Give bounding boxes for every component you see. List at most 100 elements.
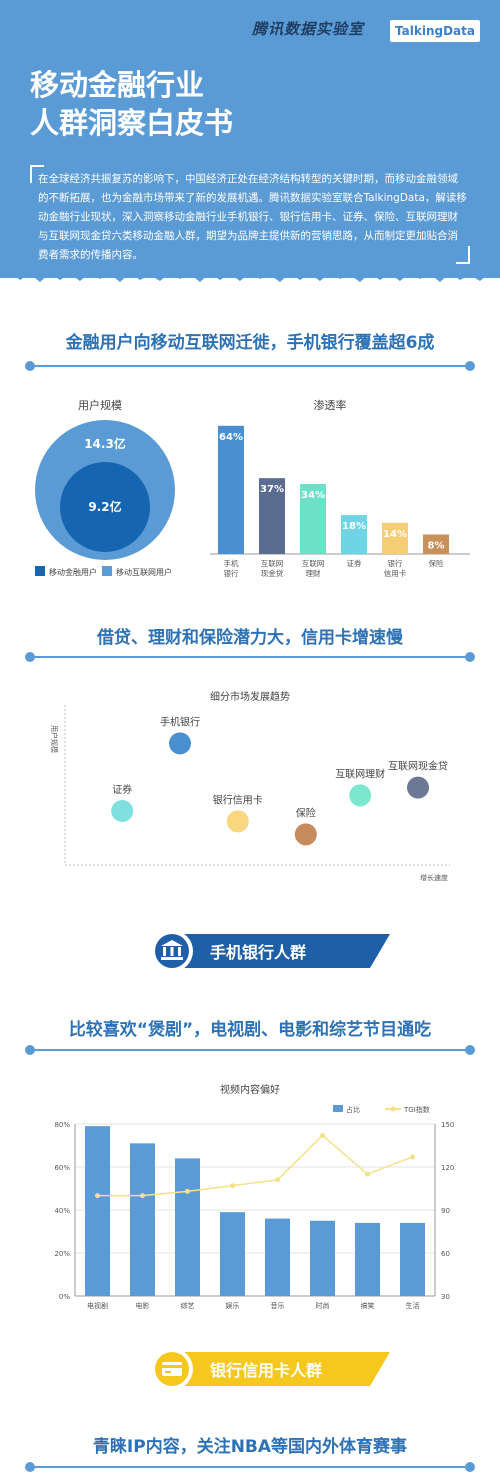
x-tick-label: 电影 — [136, 1301, 150, 1310]
penetration-category-label: 信用卡 — [384, 568, 407, 578]
hero-header: 腾讯数据实验室 TalkingData 移动金融行业 人群洞察白皮书 在全球经济… — [0, 0, 500, 278]
section2-title: 借贷、理财和保险潜力大，信用卡增速慢 — [97, 628, 403, 648]
scatter-point — [407, 776, 429, 799]
penetration-bar — [218, 425, 244, 554]
tgi-point — [140, 1193, 145, 1199]
user-scale-chart: 14.3亿 9.2亿 移动金融用户 移动互联网用户 — [35, 420, 175, 577]
penetration-category-label: 理财 — [306, 568, 321, 578]
banner-mobile-banking: 手机银行人群 — [151, 930, 390, 972]
section4-title: 青睐IP内容，关注NBA等国内外体育赛事 — [92, 1437, 408, 1457]
penetration-category-label: 银行 — [388, 558, 403, 568]
y2-tick-label: 60 — [441, 1250, 450, 1258]
share-bar — [310, 1220, 335, 1296]
scatter-point-label: 证券 — [112, 783, 132, 796]
legend-swatch-mobile-internet — [102, 566, 112, 576]
inner-circle-mobile-finance — [60, 462, 150, 552]
scatter-point-label: 银行信用卡 — [213, 793, 263, 806]
scatter-point — [294, 823, 317, 846]
legend-marker-tgi — [390, 1106, 396, 1112]
penetration-bar-label: 34% — [301, 490, 325, 501]
share-bar — [355, 1222, 380, 1296]
chart1-title: 用户规模 — [78, 399, 122, 412]
scatter-point-label: 保险 — [296, 806, 316, 819]
y-tick-label: 60% — [54, 1164, 70, 1172]
section3-title: 比较喜欢“煲剧”，电视剧、电影和综艺节目通吃 — [68, 1020, 432, 1040]
penetration-category-label: 现金贷 — [261, 568, 284, 578]
scatter-point — [226, 810, 249, 833]
scatter-point-label: 互联网理财 — [335, 767, 385, 780]
chart3-title: 细分市场发展趋势 — [210, 692, 290, 703]
penetration-bar — [423, 534, 449, 554]
tgi-point — [320, 1132, 325, 1138]
y2-tick-label: 150 — [441, 1121, 454, 1129]
x-tick-label: 搞笑 — [361, 1301, 375, 1310]
legend-label-share: 占比 — [346, 1105, 360, 1114]
x-tick-label: 时尚 — [316, 1301, 330, 1310]
video-preference-chart: 占比 TGI指数 0% 20% 40% 60% 80% 30 60 90 120 150 电视剧 电影 综艺… — [54, 1105, 454, 1310]
penetration-bar-label: 18% — [342, 521, 366, 532]
brand-name: 腾讯数据实验室 — [252, 20, 365, 38]
share-bar — [400, 1222, 425, 1296]
section2-divider — [25, 652, 475, 662]
section4-divider — [25, 1462, 475, 1472]
bracket-bottom-right — [456, 246, 470, 264]
penetration-category-label: 互联网 — [261, 559, 284, 568]
penetration-category-label: 银行 — [224, 568, 239, 578]
page-title: 移动金融行业 人群洞察白皮书 — [30, 66, 233, 142]
y2-tick-label: 90 — [441, 1207, 450, 1215]
section3-divider — [25, 1045, 475, 1055]
share-bar — [265, 1218, 290, 1296]
y-tick-label: 0% — [59, 1293, 70, 1301]
penetration-bar-label: 37% — [260, 484, 284, 495]
tgi-line — [97, 1134, 413, 1197]
bracket-top-left — [30, 165, 44, 183]
penetration-category-label: 手机 — [224, 558, 239, 568]
hero-zigzag-edge — [0, 270, 500, 282]
scatter-point — [349, 784, 372, 807]
scatter-point-label: 手机银行 — [160, 715, 200, 728]
x-tick-label: 音乐 — [271, 1301, 285, 1310]
inner-circle-label: 9.2亿 — [88, 499, 121, 514]
legend-label-mobile-finance: 移动金融用户 — [49, 567, 97, 577]
chart4-title: 视频内容偏好 — [220, 1085, 280, 1096]
section1-title: 金融用户向移动互联网迁徙，手机银行覆盖超6成 — [65, 333, 435, 353]
talkingdata-logo: TalkingData — [390, 20, 480, 42]
penetration-category-label: 保险 — [429, 558, 444, 568]
banner-credit-card-label: 银行信用卡人群 — [210, 1361, 322, 1380]
scatter-x-label: 增长速度 — [420, 873, 448, 882]
scatter-point — [169, 732, 191, 755]
penetration-category-label: 互联网 — [302, 559, 325, 568]
x-tick-label: 电视剧 — [87, 1301, 108, 1310]
tgi-point — [410, 1154, 415, 1160]
chart2-title: 渗透率 — [313, 399, 347, 412]
bank-icon — [161, 940, 183, 960]
penetration-bar-label: 8% — [428, 540, 445, 551]
share-bar — [175, 1158, 200, 1296]
tgi-point — [230, 1183, 235, 1189]
tgi-point — [365, 1171, 370, 1177]
y-tick-label: 80% — [54, 1121, 70, 1129]
penetration-bar-label: 64% — [219, 432, 243, 443]
penetration-bar — [382, 522, 408, 554]
banner-credit-card: 银行信用卡人群 — [151, 1348, 390, 1390]
legend-swatch-mobile-finance — [35, 566, 45, 576]
scatter-y-label: 用户规模 — [50, 725, 59, 753]
y-tick-label: 40% — [54, 1207, 70, 1215]
penetration-bar-label: 14% — [383, 529, 407, 540]
title-line-2: 人群洞察白皮书 — [30, 106, 234, 140]
share-bar — [130, 1143, 155, 1296]
penetration-category-label: 证券 — [347, 558, 362, 568]
y2-tick-label: 120 — [441, 1164, 454, 1172]
scatter-point-label: 互联网现金贷 — [388, 760, 448, 773]
credit-card-icon — [162, 1362, 182, 1376]
legend-label-tgi: TGI指数 — [403, 1105, 430, 1114]
tgi-point — [95, 1193, 100, 1199]
x-tick-label: 综艺 — [181, 1301, 195, 1310]
penetration-bar — [300, 484, 326, 554]
penetration-bar — [259, 478, 285, 554]
tgi-point — [275, 1177, 280, 1183]
title-line-1: 移动金融行业 — [30, 68, 205, 102]
penetration-bar-chart: 64%手机银行37%互联网现金贷34%互联网理财18%证券14%银行信用卡8%保… — [210, 425, 470, 578]
intro-text: 在全球经济共振复苏的影响下，中国经济正处在经济结构转型的关键时期，而移动金融领域… — [38, 173, 467, 261]
